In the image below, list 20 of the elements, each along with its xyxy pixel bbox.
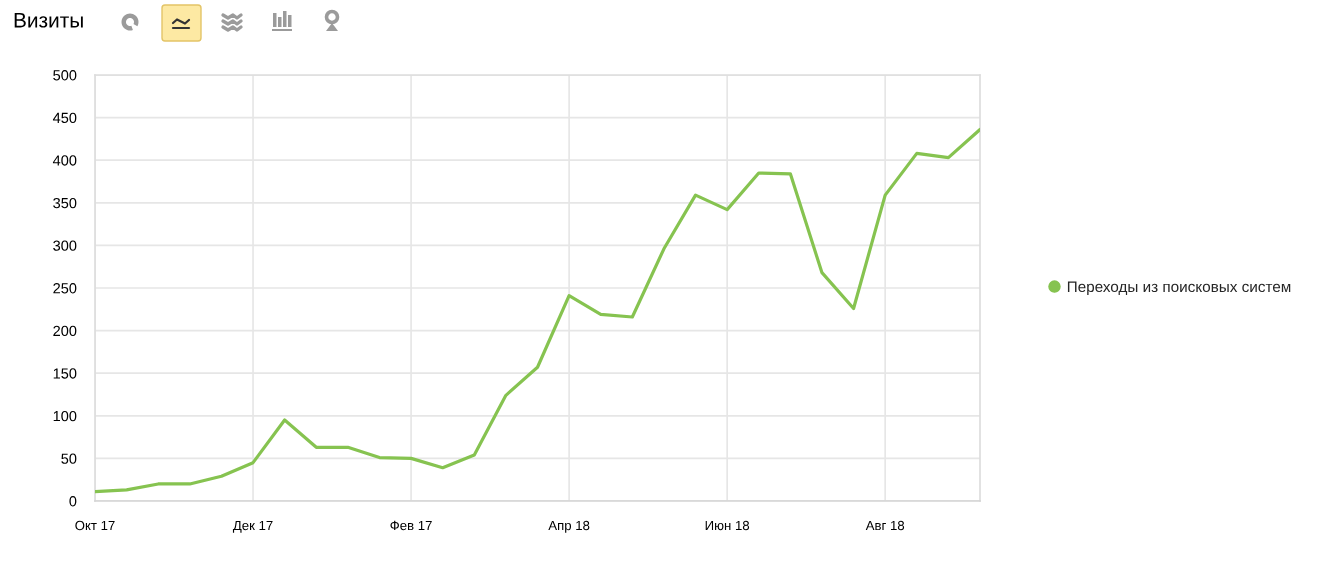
x-tick-label: Июн 18	[705, 520, 750, 531]
x-tick-label: Дек 17	[232, 520, 273, 533]
y-tick-label: 100	[53, 410, 77, 422]
y-tick-label: 400	[52, 155, 77, 166]
y-tick-label: 150	[53, 368, 77, 379]
y-tick-label: 350	[53, 197, 77, 209]
chart-title: Визиты	[14, 13, 83, 28]
y-tick-label: 450	[52, 112, 77, 124]
y-tick-label: 200	[53, 325, 77, 337]
y-tick-label: 0	[69, 496, 77, 507]
x-tick-label: Окт 17	[75, 520, 115, 531]
line-series	[95, 127, 980, 494]
x-tick-label: Апр 18	[548, 520, 590, 533]
x-tick-label: Фев 17	[390, 520, 432, 531]
x-tick-label: Авг 18	[865, 520, 905, 531]
y-tick-label: 300	[53, 240, 77, 251]
y-tick-label: 250	[53, 283, 77, 294]
legend-label: Переходы из поисковых систем	[1067, 281, 1291, 296]
y-tick-label: 500	[53, 70, 77, 81]
y-tick-label: 50	[61, 453, 77, 464]
